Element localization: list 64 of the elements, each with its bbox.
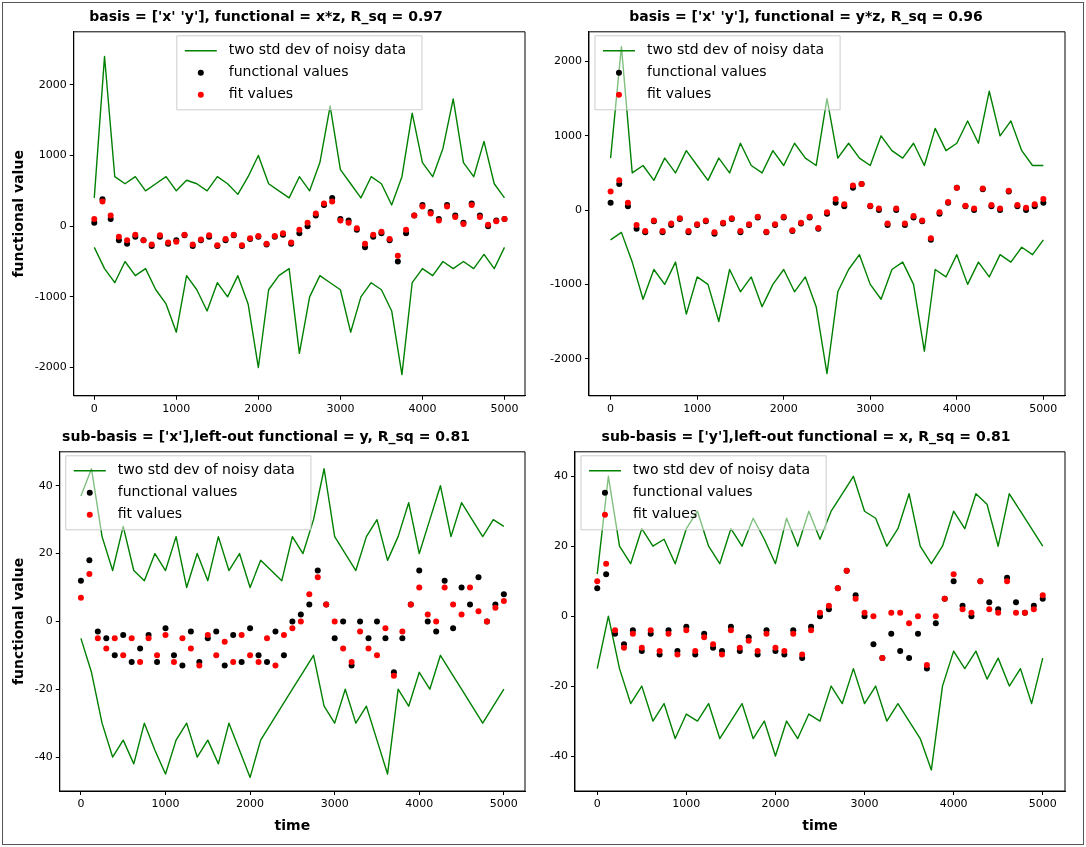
y-tick-label: -1000 <box>34 289 67 303</box>
y-axis-title: functional value <box>10 557 27 686</box>
x-tick-label: 0 <box>77 797 85 811</box>
y-tick-label: -20 <box>34 682 53 696</box>
x-tick-label: 4000 <box>939 797 968 811</box>
x-tick-label: 3000 <box>320 797 349 811</box>
x-tick-label: 2000 <box>236 797 265 811</box>
legend-label: two std dev of noisy data <box>646 41 825 58</box>
x-tick-label: 3000 <box>850 797 879 811</box>
x-tick-label: 1000 <box>683 402 712 416</box>
x-axis-title: time <box>802 817 838 834</box>
x-tick-label: 5000 <box>1028 797 1057 811</box>
x-tick-label: 4000 <box>405 797 434 811</box>
legend-label: functional values <box>632 483 753 500</box>
y-tick-label: -40 <box>34 749 53 763</box>
x-tick-label: 2000 <box>244 402 273 416</box>
x-tick-label: 2000 <box>761 797 790 811</box>
y-tick-label: 20 <box>553 539 568 553</box>
x-tick-label: 0 <box>593 797 601 811</box>
legend-label: functional values <box>646 63 767 80</box>
y-axis-title: functional value <box>10 150 27 278</box>
chart-title: sub-basis = ['x'],left-out functional = y, R_sq = 0.81 <box>62 428 470 446</box>
chart-title: basis = ['x' 'y'], functional = y*z, R_sq = 0.96 <box>629 8 983 26</box>
y-tick-label: 40 <box>553 469 568 483</box>
x-tick-label: 5000 <box>490 402 519 416</box>
x-axis-title: time <box>274 817 311 834</box>
legend-label: two std dev of noisy data <box>228 41 406 58</box>
legend-label: fit values <box>632 505 698 522</box>
legend-label: two std dev of noisy data <box>117 461 295 478</box>
y-tick-label: 40 <box>38 478 53 492</box>
legend-label: fit values <box>646 85 712 102</box>
x-tick-label: 1000 <box>672 797 701 811</box>
x-tick-label: 1000 <box>151 797 180 811</box>
y-tick-label: 1000 <box>38 148 67 162</box>
y-tick-label: 0 <box>59 219 67 233</box>
x-tick-label: 4000 <box>408 402 437 416</box>
x-tick-label: 2000 <box>769 402 798 416</box>
x-tick-label: 0 <box>90 402 98 416</box>
legend-label: functional values <box>117 483 238 500</box>
x-tick-label: 4000 <box>942 402 971 416</box>
y-tick-label: 0 <box>574 202 582 216</box>
y-tick-label: -1000 <box>549 277 582 291</box>
x-tick-label: 1000 <box>162 402 191 416</box>
x-tick-label: 0 <box>607 402 615 416</box>
x-tick-label: 5000 <box>1029 402 1058 416</box>
legend-label: two std dev of noisy data <box>632 461 811 478</box>
y-tick-label: 20 <box>38 546 53 560</box>
y-tick-label: 1000 <box>553 128 582 142</box>
x-tick-label: 3000 <box>326 402 355 416</box>
legend-label: fit values <box>117 505 183 522</box>
y-tick-label: 2000 <box>553 54 582 68</box>
y-tick-label: 0 <box>560 609 568 623</box>
chart-title: basis = ['x' 'y'], functional = x*z, R_sq = 0.97 <box>89 8 443 26</box>
y-tick-label: -2000 <box>549 351 582 365</box>
y-tick-label: -40 <box>550 748 568 762</box>
y-tick-label: -20 <box>550 678 568 692</box>
legend-label: functional values <box>228 63 349 80</box>
y-tick-label: 0 <box>45 614 53 628</box>
x-tick-label: 5000 <box>489 797 518 811</box>
legend-label: fit values <box>228 85 294 102</box>
x-tick-label: 3000 <box>856 402 885 416</box>
y-tick-label: -2000 <box>34 360 67 374</box>
y-tick-label: 2000 <box>38 77 67 91</box>
chart-title: sub-basis = ['y'],left-out functional = x, R_sq = 0.81 <box>601 428 1011 446</box>
